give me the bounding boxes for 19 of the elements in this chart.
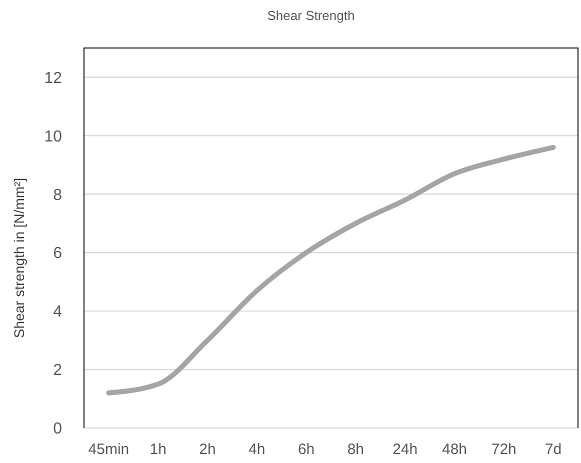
x-tick-label: 2h — [199, 441, 216, 458]
y-tick-label: 0 — [53, 420, 62, 438]
chart-title: Shear Strength — [267, 8, 355, 23]
x-tick-label: 6h — [298, 441, 315, 458]
y-tick-label: 6 — [53, 245, 62, 262]
y-tick-label: 2 — [53, 362, 62, 380]
x-tick-label: 1h — [150, 441, 166, 458]
y-tick-label: 10 — [44, 128, 62, 146]
x-tick-label: 72h — [491, 441, 516, 458]
x-tick-label: 45min — [88, 441, 130, 458]
y-axis-title: Shear strength in [N/mm²] — [11, 178, 27, 338]
x-tick-label: 4h — [248, 441, 266, 458]
x-tick-label: 7d — [544, 441, 562, 458]
x-tick-label: 8h — [347, 441, 364, 458]
x-tick-label: 24h — [392, 441, 418, 458]
y-tick-label: 12 — [44, 70, 62, 87]
y-tick-label: 8 — [53, 186, 62, 204]
x-tick-label: 48h — [442, 441, 468, 458]
y-tick-label: 4 — [53, 304, 62, 321]
